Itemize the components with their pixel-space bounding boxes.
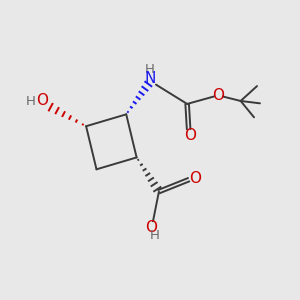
Text: O: O bbox=[146, 220, 158, 236]
Text: O: O bbox=[189, 171, 201, 186]
Text: O: O bbox=[212, 88, 224, 103]
Text: H: H bbox=[145, 63, 155, 76]
Text: N: N bbox=[144, 71, 156, 86]
Text: H: H bbox=[26, 95, 36, 108]
Text: O: O bbox=[184, 128, 196, 143]
Text: O: O bbox=[36, 94, 48, 109]
Text: H: H bbox=[149, 229, 159, 242]
